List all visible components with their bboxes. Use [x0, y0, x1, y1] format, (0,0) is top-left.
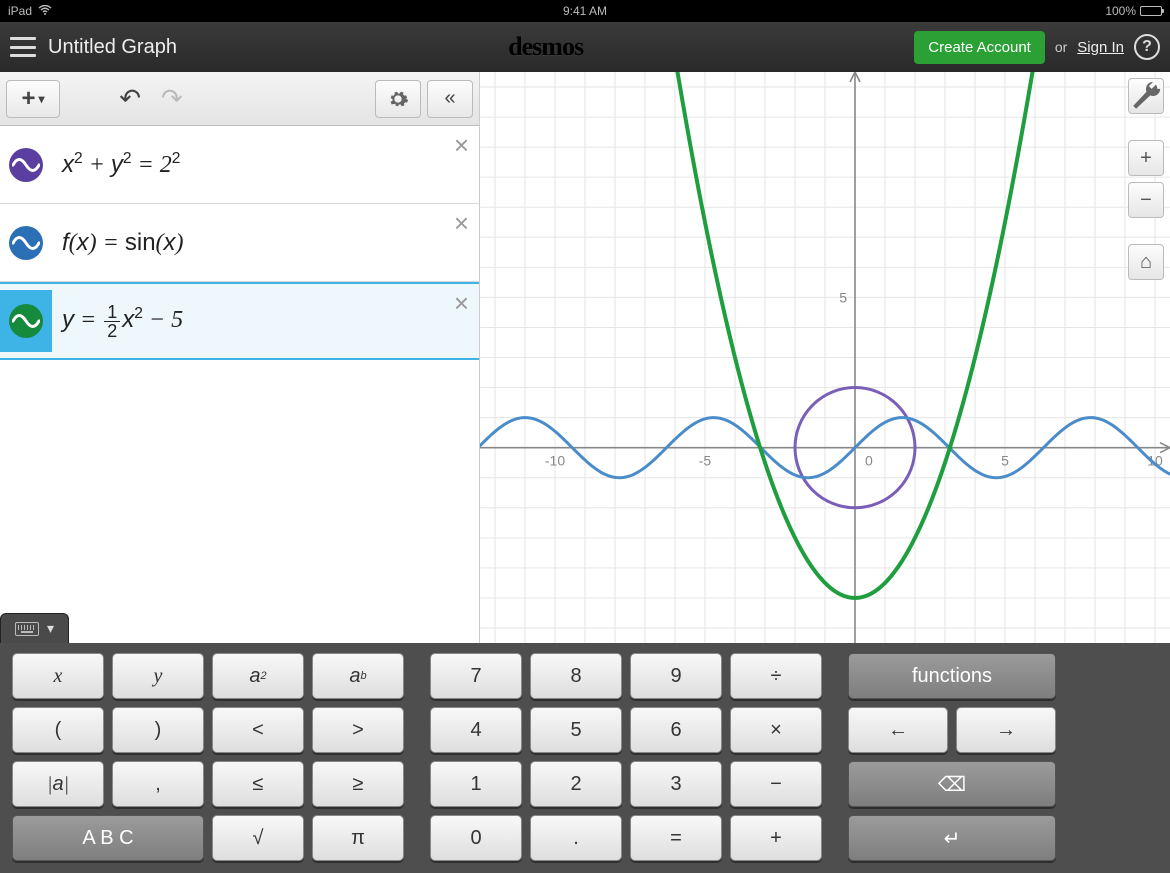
key-7[interactable]: 7	[430, 653, 522, 699]
key-[interactable]: ⌫	[848, 761, 1056, 807]
chevron-down-icon: ▾	[47, 620, 54, 637]
wave-icon	[9, 148, 43, 182]
key-[interactable]: =	[630, 815, 722, 861]
create-account-button[interactable]: Create Account	[914, 31, 1045, 64]
collapse-sidebar-button[interactable]: «	[427, 80, 473, 118]
key-a-b-c[interactable]: A B C	[12, 815, 204, 861]
key-[interactable]: )	[112, 707, 204, 753]
key-1[interactable]: 1	[430, 761, 522, 807]
key-[interactable]: ≤	[212, 761, 304, 807]
zoom-out-button[interactable]: −	[1128, 182, 1164, 218]
expression-math[interactable]: y = 12x2 − 5	[52, 303, 469, 340]
expression-color-toggle[interactable]	[0, 290, 52, 352]
key-[interactable]: ≥	[312, 761, 404, 807]
key-[interactable]: √	[212, 815, 304, 861]
expression-color-toggle[interactable]	[0, 132, 52, 197]
home-view-button[interactable]: ⌂	[1128, 244, 1164, 280]
undo-button[interactable]: ↶	[119, 83, 141, 114]
wifi-icon	[38, 4, 52, 18]
wrench-icon	[1129, 79, 1163, 113]
chevron-down-icon: ▾	[38, 92, 44, 106]
device-label: iPad	[8, 4, 32, 18]
key-[interactable]: ↵	[848, 815, 1056, 861]
key-[interactable]: −	[730, 761, 822, 807]
key-[interactable]: →	[956, 707, 1056, 753]
keyboard-col-numpad: 789÷ 456× 123− 0.=+	[430, 653, 822, 863]
gear-icon	[387, 88, 409, 110]
key-5[interactable]: 5	[530, 707, 622, 753]
expression-sidebar: + ▾ ↶ ↷ « x2 + y2 = 22×f(x) = sin(x)×y =…	[0, 72, 480, 643]
help-button[interactable]: ?	[1134, 34, 1160, 60]
key-0[interactable]: 0	[430, 815, 522, 861]
svg-text:5: 5	[1001, 453, 1009, 469]
wave-icon	[9, 304, 43, 338]
clock: 9:41 AM	[393, 4, 778, 18]
svg-text:-5: -5	[699, 453, 712, 469]
key-4[interactable]: 4	[430, 707, 522, 753]
key-sym[interactable]: ab	[312, 653, 404, 699]
undo-redo-group: ↶ ↷	[96, 80, 206, 118]
expression-math[interactable]: f(x) = sin(x)	[52, 229, 469, 257]
keyboard-toggle-button[interactable]: ▾	[0, 613, 69, 643]
svg-text:5: 5	[839, 289, 847, 305]
key-y[interactable]: y	[112, 653, 204, 699]
key-3[interactable]: 3	[630, 761, 722, 807]
zoom-in-button[interactable]: +	[1128, 140, 1164, 176]
add-expression-button[interactable]: + ▾	[6, 80, 60, 118]
key-9[interactable]: 9	[630, 653, 722, 699]
graph-tools: + − ⌂	[1128, 78, 1164, 280]
key-6[interactable]: 6	[630, 707, 722, 753]
redo-button[interactable]: ↷	[161, 83, 183, 114]
key-x[interactable]: x	[12, 653, 104, 699]
svg-text:0: 0	[865, 453, 873, 469]
key-[interactable]: .	[530, 815, 622, 861]
menu-icon[interactable]	[10, 37, 36, 57]
wave-icon	[9, 226, 43, 260]
delete-expression-button[interactable]: ×	[454, 132, 469, 158]
key-[interactable]: ÷	[730, 653, 822, 699]
sidebar-toolbar: + ▾ ↶ ↷ «	[0, 72, 479, 126]
or-label: or	[1055, 39, 1067, 55]
graph-title[interactable]: Untitled Graph	[48, 36, 177, 59]
ipad-statusbar: iPad 9:41 AM 100%	[0, 0, 1170, 22]
expression-math[interactable]: x2 + y2 = 22	[52, 150, 469, 179]
key-sym[interactable]: a2	[212, 653, 304, 699]
delete-expression-button[interactable]: ×	[454, 290, 469, 316]
key-[interactable]: ×	[730, 707, 822, 753]
key-sym[interactable]: |a|	[12, 761, 104, 807]
battery-icon	[1140, 6, 1162, 16]
expression-row[interactable]: x2 + y2 = 22×	[0, 126, 479, 204]
graph-settings-button[interactable]	[1128, 78, 1164, 114]
expression-row[interactable]: y = 12x2 − 5×	[0, 282, 479, 360]
key-[interactable]: ,	[112, 761, 204, 807]
battery-pct: 100%	[1105, 4, 1136, 18]
key-functions[interactable]: functions	[848, 653, 1056, 699]
plus-icon: +	[21, 85, 35, 113]
expression-row[interactable]: f(x) = sin(x)×	[0, 204, 479, 282]
graph-canvas[interactable]: -10-551050 + − ⌂	[480, 72, 1170, 643]
key-[interactable]: <	[212, 707, 304, 753]
sign-in-link[interactable]: Sign In	[1077, 39, 1124, 56]
delete-expression-button[interactable]: ×	[454, 210, 469, 236]
math-keyboard: xya2ab ()<> |a|,≤≥ A B C√π 789÷ 456× 123− 0.=+…	[0, 643, 1170, 873]
key-[interactable]: (	[12, 707, 104, 753]
key-8[interactable]: 8	[530, 653, 622, 699]
key-[interactable]: ←	[848, 707, 948, 753]
key-[interactable]: +	[730, 815, 822, 861]
expression-color-toggle[interactable]	[0, 210, 52, 275]
keyboard-col-vars: xya2ab ()<> |a|,≤≥ A B C√π	[12, 653, 404, 863]
brand-logo: desmos	[189, 32, 902, 62]
settings-button[interactable]	[375, 80, 421, 118]
keyboard-icon	[15, 622, 39, 636]
keyboard-col-functions: functions ←→ ⌫ ↵	[848, 653, 1056, 863]
key-2[interactable]: 2	[530, 761, 622, 807]
expression-list: x2 + y2 = 22×f(x) = sin(x)×y = 12x2 − 5×	[0, 126, 479, 643]
key-[interactable]: π	[312, 815, 404, 861]
app-titlebar: Untitled Graph desmos Create Account or …	[0, 22, 1170, 72]
key-[interactable]: >	[312, 707, 404, 753]
svg-text:-10: -10	[545, 453, 565, 469]
